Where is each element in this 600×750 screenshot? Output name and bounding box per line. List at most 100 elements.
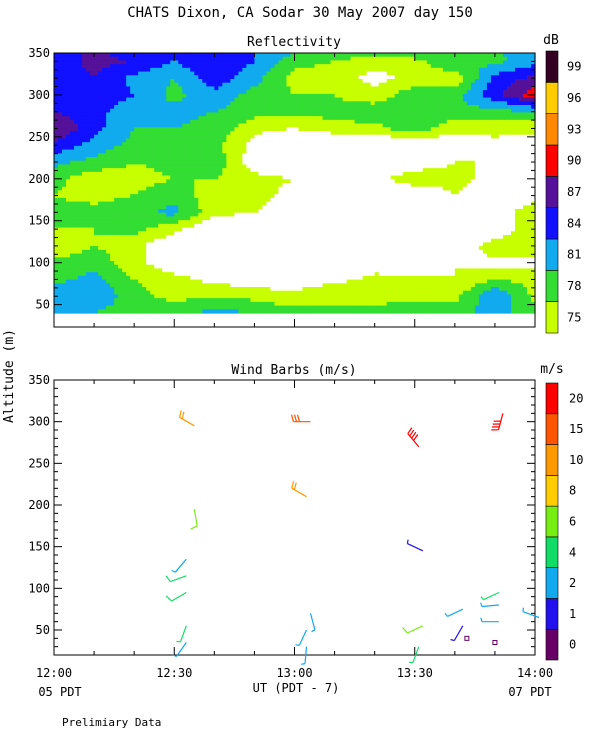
reflectivity-cell (326, 168, 332, 173)
reflectivity-cell (378, 131, 384, 136)
reflectivity-cell (378, 105, 384, 110)
reflectivity-cell (286, 123, 292, 128)
reflectivity-cell (398, 79, 404, 84)
reflectivity-cell (110, 190, 115, 195)
reflectivity-cell (462, 123, 468, 128)
reflectivity-cell (226, 157, 231, 162)
reflectivity-cell (86, 142, 91, 147)
reflectivity-cell (154, 168, 159, 173)
reflectivity-cell (258, 138, 264, 143)
reflectivity-cell (502, 134, 508, 140)
reflectivity-cell (110, 138, 115, 143)
reflectivity-cell (434, 186, 440, 192)
reflectivity-cell (434, 112, 440, 117)
reflectivity-cell (354, 93, 360, 99)
reflectivity-cell (198, 108, 203, 114)
reflectivity-cell (126, 175, 131, 180)
reflectivity-cell (406, 105, 412, 110)
reflectivity-cell (214, 116, 219, 121)
reflectivity-cell (314, 190, 320, 195)
reflectivity-cell (126, 86, 131, 91)
reflectivity-cell (78, 205, 83, 210)
reflectivity-cell (194, 142, 199, 147)
reflectivity-cell (486, 101, 492, 106)
reflectivity-cell (142, 145, 147, 151)
reflectivity-cell (386, 142, 392, 147)
reflectivity-cell (394, 56, 400, 62)
reflectivity-cell (138, 82, 143, 88)
reflectivity-cell (98, 157, 103, 162)
reflectivity-cell (506, 123, 512, 128)
reflectivity-cell (186, 186, 191, 192)
reflectivity-cell (82, 67, 87, 73)
reflectivity-cell (450, 153, 456, 158)
reflectivity-cell (186, 116, 191, 121)
reflectivity-cell (246, 145, 252, 151)
reflectivity-cell (114, 112, 119, 117)
reflectivity-cell (366, 197, 372, 203)
reflectivity-cell (438, 138, 444, 143)
reflectivity-cell (146, 186, 151, 192)
reflectivity-cell (474, 171, 480, 177)
reflectivity-cell (86, 157, 91, 162)
reflectivity-cell (102, 116, 107, 121)
reflectivity-cell (338, 116, 344, 121)
reflectivity-cell (286, 168, 292, 173)
reflectivity-cell (410, 164, 416, 169)
reflectivity-cell (302, 168, 308, 173)
reflectivity-cell (522, 79, 528, 84)
reflectivity-cell (430, 119, 436, 125)
reflectivity-cell (162, 64, 167, 69)
reflectivity-cell (290, 75, 296, 80)
reflectivity-cell (110, 108, 115, 114)
reflectivity-cell (426, 171, 432, 177)
reflectivity-cell (458, 157, 464, 162)
reflectivity-cell (430, 160, 436, 166)
reflectivity-cell (450, 194, 456, 199)
reflectivity-cell (202, 205, 207, 210)
reflectivity-cell (238, 201, 243, 206)
reflectivity-cell (330, 168, 336, 173)
reflectivity-cell (82, 149, 87, 154)
reflectivity-cell (210, 112, 215, 117)
reflectivity-cell (426, 201, 432, 206)
reflectivity-cell (294, 138, 300, 143)
reflectivity-cell (522, 190, 528, 195)
reflectivity-cell (210, 119, 215, 125)
reflectivity-cell (202, 175, 207, 180)
reflectivity-cell (106, 160, 111, 166)
reflectivity-cell (238, 53, 243, 58)
reflectivity-cell (530, 64, 536, 69)
reflectivity-cell (498, 179, 504, 184)
reflectivity-cell (454, 186, 460, 192)
reflectivity-cell (254, 127, 260, 132)
reflectivity-cell (526, 97, 532, 102)
reflectivity-cell (190, 90, 195, 95)
reflectivity-cell (222, 179, 227, 184)
reflectivity-cell (342, 90, 348, 95)
reflectivity-cell (438, 183, 444, 188)
reflectivity-cell (202, 56, 207, 62)
reflectivity-cell (498, 64, 504, 69)
reflectivity-cell (374, 119, 380, 125)
reflectivity-cell (430, 145, 436, 151)
reflectivity-cell (286, 79, 292, 84)
reflectivity-cell (130, 168, 135, 173)
reflectivity-cell (358, 164, 364, 169)
reflectivity-cell (470, 97, 476, 102)
reflectivity-cell (74, 101, 79, 106)
reflectivity-cell (466, 168, 472, 173)
reflectivity-cell (102, 164, 107, 169)
reflectivity-cell (270, 123, 276, 128)
reflectivity-cell (378, 67, 384, 73)
reflectivity-cell (54, 194, 59, 199)
reflectivity-cell (510, 190, 516, 195)
reflectivity-cell (202, 71, 207, 76)
reflectivity-cell (166, 86, 171, 91)
reflectivity-cell (130, 105, 135, 110)
reflectivity-cell (134, 183, 139, 188)
reflectivity-cell (518, 183, 524, 188)
reflectivity-cell (338, 164, 344, 169)
reflectivity-cell (326, 90, 332, 95)
reflectivity-cell (462, 153, 468, 158)
